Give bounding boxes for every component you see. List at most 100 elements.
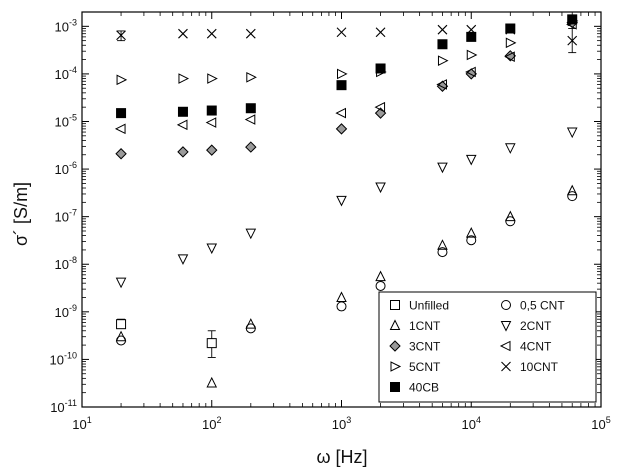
data-point bbox=[206, 243, 218, 255]
legend-marker bbox=[390, 361, 402, 372]
data-point bbox=[336, 80, 347, 91]
x-tick-label: 104 bbox=[462, 415, 481, 432]
data-point bbox=[375, 63, 386, 74]
data-point bbox=[374, 101, 386, 113]
data-point bbox=[114, 123, 126, 135]
data-point bbox=[465, 66, 476, 78]
legend-marker bbox=[499, 340, 511, 352]
legend-label: 0,5 CNT bbox=[520, 299, 565, 313]
data-point bbox=[375, 182, 386, 194]
series-1cnt bbox=[115, 184, 578, 388]
data-point bbox=[437, 39, 448, 50]
data-point bbox=[437, 162, 448, 174]
data-point bbox=[206, 144, 218, 156]
data-point bbox=[504, 51, 515, 63]
data-point bbox=[177, 254, 189, 265]
legend-label: 10CNT bbox=[520, 360, 559, 374]
data-point bbox=[206, 338, 217, 349]
data-point bbox=[116, 74, 128, 86]
legend-label: 2CNT bbox=[520, 319, 552, 333]
x-tick-label: 105 bbox=[591, 415, 610, 432]
legend-label: 40CB bbox=[409, 381, 439, 395]
data-point bbox=[245, 141, 257, 153]
legend-marker bbox=[390, 300, 400, 310]
series-unfilled bbox=[116, 318, 217, 358]
data-point bbox=[337, 68, 348, 80]
data-point bbox=[245, 28, 256, 39]
data-point bbox=[466, 31, 477, 42]
data-point bbox=[178, 73, 190, 84]
data-point bbox=[505, 37, 517, 49]
y-tick-label: 10-11 bbox=[50, 398, 77, 415]
data-point bbox=[246, 71, 257, 83]
data-point bbox=[206, 28, 217, 39]
y-tick-label: 10-7 bbox=[55, 208, 77, 225]
data-point bbox=[335, 123, 348, 135]
x-axis-title: ω [Hz] bbox=[316, 447, 367, 467]
y-axis-title: σ´ [S/m] bbox=[11, 182, 31, 246]
data-point bbox=[207, 73, 218, 84]
data-point bbox=[375, 27, 386, 38]
y-tick-label: 10-3 bbox=[55, 17, 77, 34]
legend-entry: 2CNT bbox=[500, 319, 552, 333]
data-point bbox=[245, 103, 256, 114]
data-point bbox=[437, 247, 448, 258]
data-point bbox=[115, 277, 127, 289]
data-point bbox=[465, 227, 477, 238]
data-point bbox=[566, 184, 578, 196]
y-tick-label: 10-5 bbox=[55, 112, 77, 129]
data-point bbox=[436, 79, 447, 90]
data-point bbox=[336, 291, 347, 303]
data-point bbox=[245, 228, 257, 240]
series-4cnt bbox=[114, 19, 577, 135]
legend-marker bbox=[389, 340, 401, 352]
x-tick-label: 101 bbox=[72, 415, 91, 432]
legend-label: 5CNT bbox=[409, 360, 441, 374]
data-point bbox=[336, 195, 347, 207]
legend-marker bbox=[390, 382, 400, 392]
legend-marker bbox=[501, 300, 511, 310]
data-point bbox=[116, 30, 126, 41]
legend-label: 1CNT bbox=[409, 319, 441, 333]
data-point bbox=[437, 24, 448, 35]
data-point bbox=[567, 191, 578, 202]
y-tick-label: 10-8 bbox=[55, 255, 77, 272]
legend-entry: 5CNT bbox=[390, 360, 441, 374]
y-tick-label: 10-4 bbox=[55, 65, 77, 82]
legend-entry: 1CNT bbox=[389, 319, 441, 333]
data-point bbox=[244, 114, 256, 125]
data-point bbox=[205, 117, 217, 128]
data-point bbox=[176, 119, 188, 131]
x-tick-label: 103 bbox=[332, 415, 351, 432]
data-point bbox=[116, 108, 127, 119]
legend-marker bbox=[500, 321, 512, 332]
legend-marker bbox=[501, 361, 511, 372]
data-point bbox=[336, 27, 347, 38]
data-marks bbox=[114, 14, 579, 388]
x-tick-label: 102 bbox=[202, 415, 221, 432]
data-point bbox=[115, 148, 127, 160]
data-point bbox=[177, 146, 189, 158]
legend-entry: 4CNT bbox=[499, 340, 552, 354]
legend-entry: Unfilled bbox=[390, 299, 449, 313]
data-point bbox=[437, 55, 449, 66]
series-2cnt bbox=[115, 127, 578, 289]
data-point bbox=[245, 318, 257, 329]
data-point bbox=[206, 105, 217, 116]
data-point bbox=[375, 280, 386, 291]
legend-label: 3CNT bbox=[409, 340, 441, 354]
data-point bbox=[567, 35, 578, 46]
legend-entry: 3CNT bbox=[389, 340, 441, 354]
data-point bbox=[465, 154, 477, 166]
data-point bbox=[505, 216, 516, 227]
legend-entry: 0,5 CNT bbox=[501, 299, 565, 313]
data-point bbox=[505, 23, 516, 34]
data-point bbox=[437, 239, 448, 250]
legend-entry: 40CB bbox=[390, 381, 439, 395]
y-tick-label: 10-6 bbox=[55, 160, 77, 177]
y-tick-label: 10-10 bbox=[50, 350, 77, 367]
data-point bbox=[504, 210, 516, 222]
data-point bbox=[206, 376, 218, 388]
legend-marker bbox=[389, 319, 401, 330]
